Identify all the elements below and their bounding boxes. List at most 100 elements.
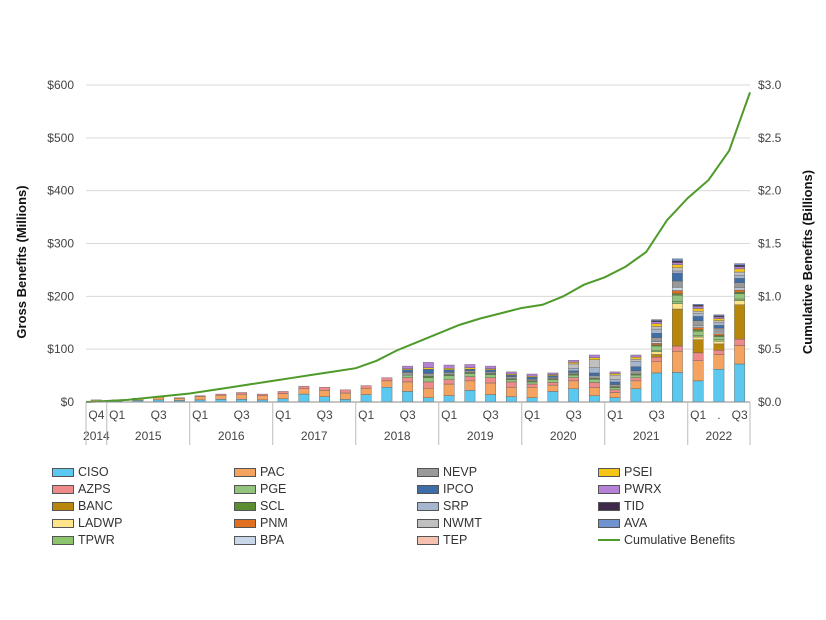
legend-item: NWMT — [417, 515, 482, 531]
bar-segment-azps — [505, 381, 517, 388]
bar-segment-psei — [671, 264, 683, 269]
bar-segment-srp — [568, 367, 580, 372]
quarter-label: Q3 — [317, 408, 333, 422]
legend-swatch — [598, 518, 620, 528]
bar-segment-pge — [464, 373, 476, 377]
bar-segment-psei — [713, 318, 725, 321]
bar-segment-pge — [505, 379, 517, 383]
bar-segment-nevp — [734, 282, 746, 289]
cumulative-line — [85, 92, 751, 403]
bar-segment-pac — [402, 381, 414, 392]
legend-label: PNM — [260, 516, 288, 530]
legend-label: AZPS — [78, 482, 111, 496]
year-label: 2022 — [706, 429, 733, 443]
bar-segment-azps — [173, 397, 185, 399]
bar-segment-ciso — [526, 397, 538, 403]
bar-segment-azps — [236, 392, 248, 395]
bar-segment-pwrx — [402, 365, 414, 369]
bar-segment-ipco — [588, 372, 600, 376]
x-axis-labels: Q4 Q1 Q3 Q1 Q3 Q1 Q3 Q1 Q3 Q1 Q3 Q1 Q3 Q1 Q3 Q1. Q3 2014 2… — [83, 402, 751, 445]
legend-item: LADWP — [52, 515, 122, 531]
legend-label: SRP — [443, 499, 469, 513]
y-tick-label: $0 — [61, 395, 75, 409]
legend-swatch — [52, 484, 74, 494]
bar-segment-ciso — [692, 380, 704, 403]
bar-segment-srp — [651, 328, 663, 334]
bar-segment-ciso — [671, 372, 683, 403]
bar-segment-bpa — [671, 287, 683, 291]
gridlines — [86, 84, 750, 403]
legend-item: AZPS — [52, 481, 111, 497]
legend-label: TID — [624, 499, 645, 513]
bar-segment-pge — [402, 374, 414, 378]
legend-item: PNM — [234, 515, 288, 531]
bar-segment-pac — [588, 387, 600, 396]
bar-segment-nevp — [630, 370, 642, 375]
bar-segment-ava — [734, 263, 746, 266]
bar-segment-pac — [630, 380, 642, 389]
bar-segment-pac — [609, 392, 621, 398]
bar-segment-pnm — [692, 327, 704, 330]
bar-segment-tpwr — [651, 350, 663, 353]
y-tick-label: $500 — [47, 131, 74, 145]
quarter-label: Q4 — [88, 408, 104, 422]
bar-segment-ipco — [526, 376, 538, 380]
legend-label: IPCO — [443, 482, 474, 496]
bar-segment-nevp — [402, 372, 414, 376]
bar-segment-pac — [692, 360, 704, 382]
bar-segment-azps — [339, 389, 351, 394]
year-label: 2019 — [467, 429, 494, 443]
bar-segment-pge — [485, 374, 497, 378]
legend-label: PSEI — [624, 465, 653, 479]
legend-label: SCL — [260, 499, 285, 513]
legend-swatch — [234, 467, 256, 477]
bar-segment-tid — [671, 260, 683, 263]
bar-segment-nwmt — [692, 310, 704, 314]
bar-segment-azps — [194, 395, 206, 397]
legend-item: TPWR — [52, 532, 115, 548]
bar-segment-psei — [568, 362, 580, 365]
quarter-label: Q3 — [732, 408, 748, 422]
legend-item: NEVP — [417, 464, 477, 480]
quarter-label: Q3 — [566, 408, 582, 422]
year-label: 2016 — [218, 429, 245, 443]
bar-segment-ava — [651, 319, 663, 321]
bar-segment-ipco — [505, 374, 517, 377]
bar-segment-azps — [651, 356, 663, 362]
bar-segment-ipco — [402, 369, 414, 373]
bar-segment-nevp — [505, 376, 517, 379]
bar-segment-pwrx — [630, 354, 642, 358]
bar-segment-nwmt — [630, 359, 642, 362]
legend-label: Cumulative Benefits — [624, 533, 736, 547]
quarter-label: Q3 — [649, 408, 665, 422]
y2-tick-label: $0.0 — [758, 395, 782, 409]
bar-segment-nwmt — [609, 374, 621, 380]
y-tick-label: $400 — [47, 184, 74, 198]
chart-canvas: $0$100$200$300$400$500$600 $0.0$0.5$1.0$… — [14, 78, 815, 445]
y2-tick-label: $0.5 — [758, 342, 782, 356]
bar-segment-ciso — [464, 390, 476, 403]
bar-segment-scl — [671, 293, 683, 296]
bar-segment-pac — [215, 394, 227, 400]
bar-segment-nwmt — [713, 320, 725, 323]
bar-segment-nevp — [485, 371, 497, 374]
bar-segment-ipco — [692, 316, 704, 321]
bar-segment-pac — [734, 345, 746, 365]
bar-segment-pge — [734, 293, 746, 300]
bar-segment-azps — [588, 382, 600, 388]
bar-segment-pac — [526, 387, 538, 398]
y-axis-title: Gross Benefits (Millions) — [14, 185, 29, 338]
bar-segment-tpwr — [734, 298, 746, 301]
bar-segment-ava — [692, 304, 704, 306]
bar-segment-pac — [547, 384, 559, 392]
bar-segment-pge — [692, 331, 704, 336]
bar-segment-ipco — [443, 369, 455, 373]
legend-label: CISO — [78, 465, 109, 479]
bar-segment-psei — [588, 357, 600, 360]
bar-segment-pwrx — [671, 262, 683, 265]
bar-segment-pac — [194, 396, 206, 401]
bar-segment-ciso — [402, 391, 414, 403]
bar-segment-pwrx — [734, 266, 746, 270]
bar-segment-nevp — [651, 337, 663, 342]
bar-segment-pac — [319, 390, 331, 397]
